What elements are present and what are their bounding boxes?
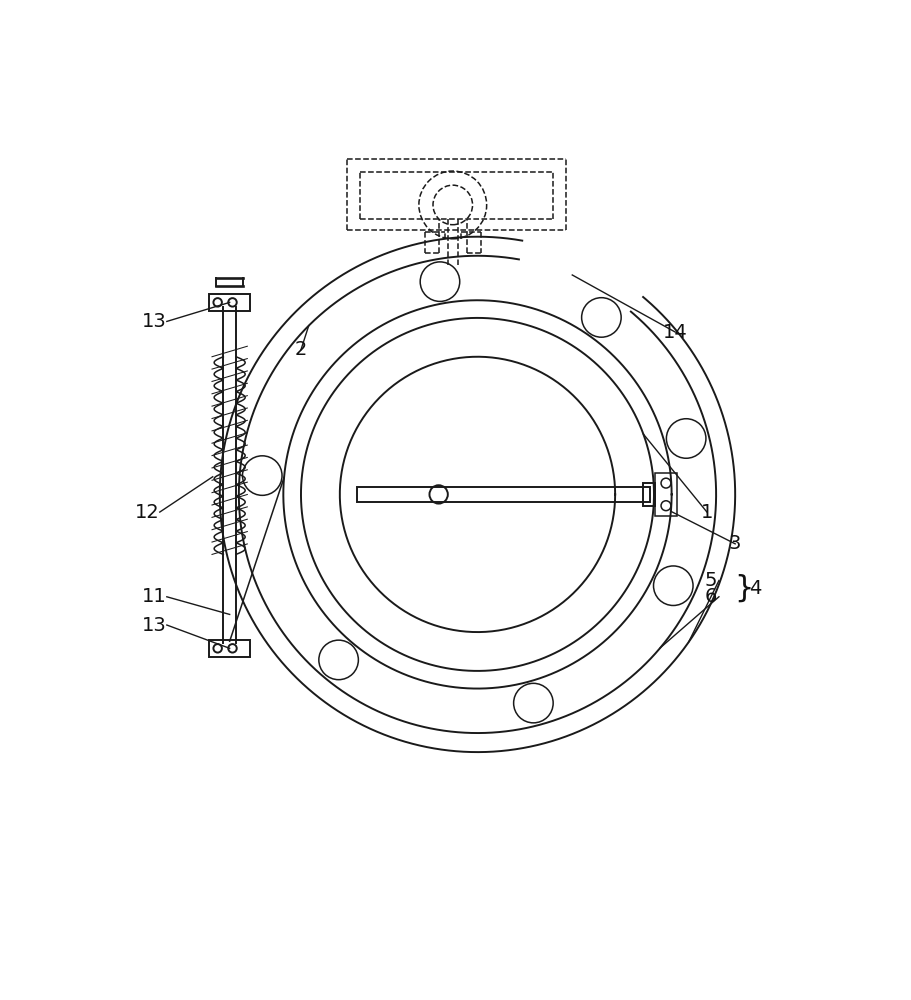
Bar <box>655 473 677 516</box>
Text: 4: 4 <box>749 579 762 598</box>
Text: 2: 2 <box>295 340 307 359</box>
Text: 5: 5 <box>704 571 717 590</box>
Text: 14: 14 <box>663 323 688 342</box>
Text: 6: 6 <box>704 587 717 606</box>
Text: 3: 3 <box>729 534 742 553</box>
Text: 11: 11 <box>142 587 167 606</box>
Bar <box>357 487 650 502</box>
Bar <box>210 294 251 311</box>
Text: 12: 12 <box>135 503 159 522</box>
Bar <box>643 483 655 506</box>
Text: 1: 1 <box>701 503 713 522</box>
Text: }: } <box>733 574 753 603</box>
Text: 13: 13 <box>142 616 167 635</box>
Bar <box>210 640 251 657</box>
Text: 13: 13 <box>142 312 167 331</box>
